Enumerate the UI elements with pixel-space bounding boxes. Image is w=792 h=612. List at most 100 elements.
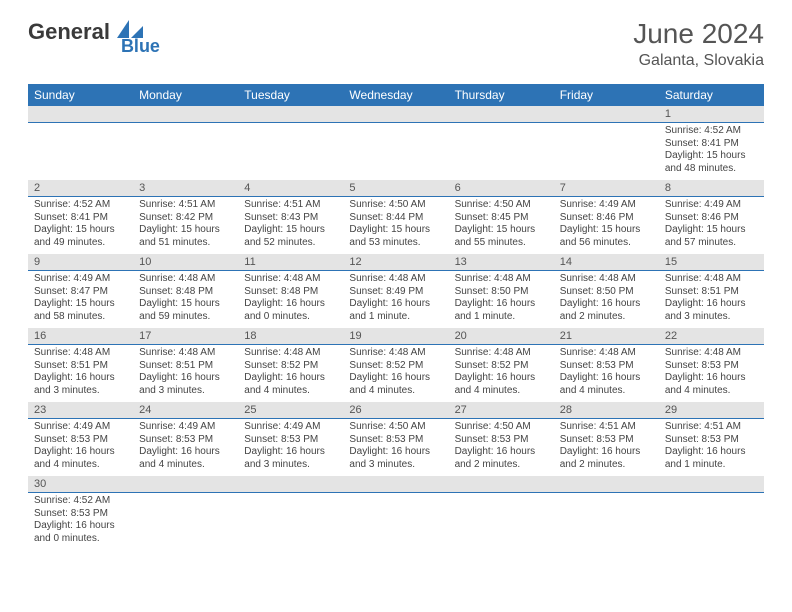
day-cell: Sunrise: 4:48 AMSunset: 8:53 PMDaylight:… xyxy=(554,345,659,402)
daynum-cell: 8 xyxy=(659,180,764,196)
day-daylight2: and 56 minutes. xyxy=(560,237,653,250)
day-sunset: Sunset: 8:47 PM xyxy=(34,286,127,299)
day-cell: Sunrise: 4:50 AMSunset: 8:53 PMDaylight:… xyxy=(343,419,448,476)
day-sunset: Sunset: 8:53 PM xyxy=(244,434,337,447)
day-daylight2: and 51 minutes. xyxy=(139,237,232,250)
day-sunset: Sunset: 8:50 PM xyxy=(455,286,548,299)
day-daylight2: and 0 minutes. xyxy=(34,533,127,546)
day-daylight2: and 1 minute. xyxy=(349,311,442,324)
day-daylight2: and 59 minutes. xyxy=(139,311,232,324)
day-daylight1: Daylight: 15 hours xyxy=(455,224,548,237)
day-daylight2: and 1 minute. xyxy=(455,311,548,324)
day-sunset: Sunset: 8:52 PM xyxy=(349,360,442,373)
day-cell xyxy=(659,493,764,550)
day-cell: Sunrise: 4:48 AMSunset: 8:52 PMDaylight:… xyxy=(449,345,554,402)
day-daylight2: and 4 minutes. xyxy=(560,385,653,398)
day-sunrise: Sunrise: 4:51 AM xyxy=(560,421,653,434)
week-body-row: Sunrise: 4:48 AMSunset: 8:51 PMDaylight:… xyxy=(28,345,764,402)
day-daylight1: Daylight: 15 hours xyxy=(139,298,232,311)
day-sunset: Sunset: 8:53 PM xyxy=(349,434,442,447)
day-daylight1: Daylight: 16 hours xyxy=(560,298,653,311)
daynum-cell: 18 xyxy=(238,328,343,344)
daynum-strip: 16171819202122 xyxy=(28,328,764,345)
day-cell: Sunrise: 4:48 AMSunset: 8:50 PMDaylight:… xyxy=(554,271,659,328)
daynum-cell: 21 xyxy=(554,328,659,344)
day-sunset: Sunset: 8:51 PM xyxy=(665,286,758,299)
day-cell xyxy=(28,123,133,180)
daynum-cell: 30 xyxy=(28,476,133,492)
daynum-cell: 14 xyxy=(554,254,659,270)
day-sunrise: Sunrise: 4:51 AM xyxy=(139,199,232,212)
daynum-cell: 27 xyxy=(449,402,554,418)
day-cell: Sunrise: 4:49 AMSunset: 8:46 PMDaylight:… xyxy=(554,197,659,254)
day-cell: Sunrise: 4:49 AMSunset: 8:53 PMDaylight:… xyxy=(28,419,133,476)
day-sunset: Sunset: 8:53 PM xyxy=(139,434,232,447)
day-daylight1: Daylight: 16 hours xyxy=(244,298,337,311)
day-sunset: Sunset: 8:48 PM xyxy=(244,286,337,299)
day-sunrise: Sunrise: 4:48 AM xyxy=(34,347,127,360)
week-body-row: Sunrise: 4:49 AMSunset: 8:47 PMDaylight:… xyxy=(28,271,764,328)
day-sunrise: Sunrise: 4:52 AM xyxy=(34,495,127,508)
day-daylight2: and 3 minutes. xyxy=(665,311,758,324)
day-cell xyxy=(449,123,554,180)
day-daylight1: Daylight: 16 hours xyxy=(349,298,442,311)
daynum-cell xyxy=(238,476,343,492)
daynum-cell xyxy=(28,106,133,122)
day-sunrise: Sunrise: 4:50 AM xyxy=(349,421,442,434)
daynum-cell xyxy=(343,476,448,492)
day-sunset: Sunset: 8:43 PM xyxy=(244,212,337,225)
day-cell: Sunrise: 4:48 AMSunset: 8:51 PMDaylight:… xyxy=(659,271,764,328)
day-daylight2: and 52 minutes. xyxy=(244,237,337,250)
daynum-cell: 24 xyxy=(133,402,238,418)
daynum-strip: 2345678 xyxy=(28,180,764,197)
location-label: Galanta, Slovakia xyxy=(633,52,764,70)
day-daylight2: and 55 minutes. xyxy=(455,237,548,250)
daynum-strip: 23242526272829 xyxy=(28,402,764,419)
daynum-cell xyxy=(343,106,448,122)
day-sunset: Sunset: 8:46 PM xyxy=(665,212,758,225)
day-sunset: Sunset: 8:46 PM xyxy=(560,212,653,225)
day-cell: Sunrise: 4:49 AMSunset: 8:47 PMDaylight:… xyxy=(28,271,133,328)
day-daylight1: Daylight: 15 hours xyxy=(560,224,653,237)
daynum-cell: 11 xyxy=(238,254,343,270)
day-cell xyxy=(554,123,659,180)
month-title: June 2024 xyxy=(633,18,764,50)
daynum-cell: 19 xyxy=(343,328,448,344)
day-cell: Sunrise: 4:49 AMSunset: 8:53 PMDaylight:… xyxy=(238,419,343,476)
day-daylight1: Daylight: 16 hours xyxy=(665,372,758,385)
day-sunset: Sunset: 8:41 PM xyxy=(665,138,758,151)
dow-cell: Thursday xyxy=(449,84,554,106)
daynum-cell: 4 xyxy=(238,180,343,196)
day-daylight1: Daylight: 15 hours xyxy=(244,224,337,237)
day-cell xyxy=(343,123,448,180)
day-daylight2: and 3 minutes. xyxy=(34,385,127,398)
week-body-row: Sunrise: 4:52 AMSunset: 8:41 PMDaylight:… xyxy=(28,197,764,254)
day-daylight2: and 4 minutes. xyxy=(665,385,758,398)
day-daylight2: and 57 minutes. xyxy=(665,237,758,250)
day-sunset: Sunset: 8:45 PM xyxy=(455,212,548,225)
daynum-cell: 7 xyxy=(554,180,659,196)
daynum-cell xyxy=(238,106,343,122)
header: General Blue June 2024 Galanta, Slovakia xyxy=(0,0,792,78)
day-daylight2: and 53 minutes. xyxy=(349,237,442,250)
day-sunrise: Sunrise: 4:50 AM xyxy=(455,199,548,212)
daynum-cell: 10 xyxy=(133,254,238,270)
day-sunrise: Sunrise: 4:48 AM xyxy=(455,273,548,286)
daynum-cell xyxy=(133,106,238,122)
day-cell: Sunrise: 4:48 AMSunset: 8:53 PMDaylight:… xyxy=(659,345,764,402)
daynum-cell: 13 xyxy=(449,254,554,270)
day-daylight1: Daylight: 16 hours xyxy=(34,446,127,459)
day-daylight1: Daylight: 15 hours xyxy=(665,224,758,237)
day-sunset: Sunset: 8:53 PM xyxy=(665,360,758,373)
day-cell: Sunrise: 4:48 AMSunset: 8:48 PMDaylight:… xyxy=(133,271,238,328)
day-sunrise: Sunrise: 4:48 AM xyxy=(139,347,232,360)
daynum-cell: 15 xyxy=(659,254,764,270)
day-daylight1: Daylight: 16 hours xyxy=(139,446,232,459)
day-cell: Sunrise: 4:51 AMSunset: 8:53 PMDaylight:… xyxy=(554,419,659,476)
day-sunset: Sunset: 8:41 PM xyxy=(34,212,127,225)
day-sunrise: Sunrise: 4:48 AM xyxy=(349,347,442,360)
day-daylight2: and 2 minutes. xyxy=(560,311,653,324)
daynum-cell xyxy=(554,106,659,122)
day-daylight1: Daylight: 15 hours xyxy=(139,224,232,237)
logo-text-general: General xyxy=(28,19,110,45)
